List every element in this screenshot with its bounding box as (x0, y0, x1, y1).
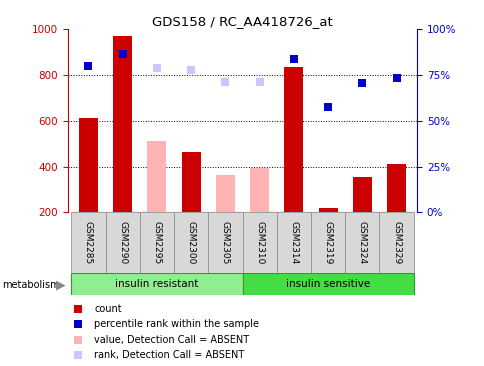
Bar (310, 212, 345, 273)
Point (358, 80, 365, 86)
Text: metabolism: metabolism (2, 280, 60, 290)
Bar (106, 212, 139, 273)
Text: insulin resistant: insulin resistant (115, 279, 198, 289)
Text: GSM2314: GSM2314 (289, 221, 298, 264)
Point (187, 68, 195, 74)
Text: GSM2295: GSM2295 (152, 221, 161, 264)
Point (255, 79, 263, 85)
Bar (147, 141, 166, 212)
Bar (386, 164, 405, 212)
Text: ▶: ▶ (56, 278, 65, 291)
Point (323, 104, 331, 110)
Point (153, 65, 161, 71)
Bar (113, 36, 132, 212)
Bar (215, 175, 234, 212)
Bar (182, 152, 200, 212)
Text: percentile rank within the sample: percentile rank within the sample (94, 319, 259, 329)
Bar (79, 119, 98, 212)
Point (74, 306, 82, 312)
Bar (242, 273, 413, 295)
Text: GSM2329: GSM2329 (391, 221, 400, 264)
Text: count: count (94, 304, 122, 314)
Text: value, Detection Call = ABSENT: value, Detection Call = ABSENT (94, 335, 249, 344)
Text: GSM2310: GSM2310 (255, 221, 264, 264)
Bar (250, 168, 269, 212)
Point (74, 352, 82, 358)
Point (74, 321, 82, 327)
Bar (71, 273, 242, 295)
Text: rank, Detection Call = ABSENT: rank, Detection Call = ABSENT (94, 350, 244, 360)
Bar (352, 177, 371, 212)
Text: GSM2285: GSM2285 (84, 221, 93, 264)
Bar (71, 212, 106, 273)
Point (289, 56, 297, 62)
Bar (284, 67, 302, 212)
Text: GSM2305: GSM2305 (220, 221, 229, 264)
Bar (276, 212, 310, 273)
Text: GSM2290: GSM2290 (118, 221, 127, 264)
Bar (242, 212, 276, 273)
Point (392, 75, 400, 81)
Text: GSM2300: GSM2300 (186, 221, 195, 264)
Bar (378, 212, 413, 273)
Bar (318, 208, 337, 212)
Point (74, 337, 82, 343)
Text: GSM2319: GSM2319 (323, 221, 332, 264)
Bar (208, 212, 242, 273)
Title: GDS158 / RC_AA418726_at: GDS158 / RC_AA418726_at (152, 15, 332, 28)
Bar (345, 212, 378, 273)
Point (119, 52, 126, 57)
Text: GSM2324: GSM2324 (357, 221, 366, 264)
Bar (174, 212, 208, 273)
Text: insulin sensitive: insulin sensitive (286, 279, 369, 289)
Point (221, 79, 229, 85)
Point (84, 63, 92, 69)
Bar (139, 212, 174, 273)
